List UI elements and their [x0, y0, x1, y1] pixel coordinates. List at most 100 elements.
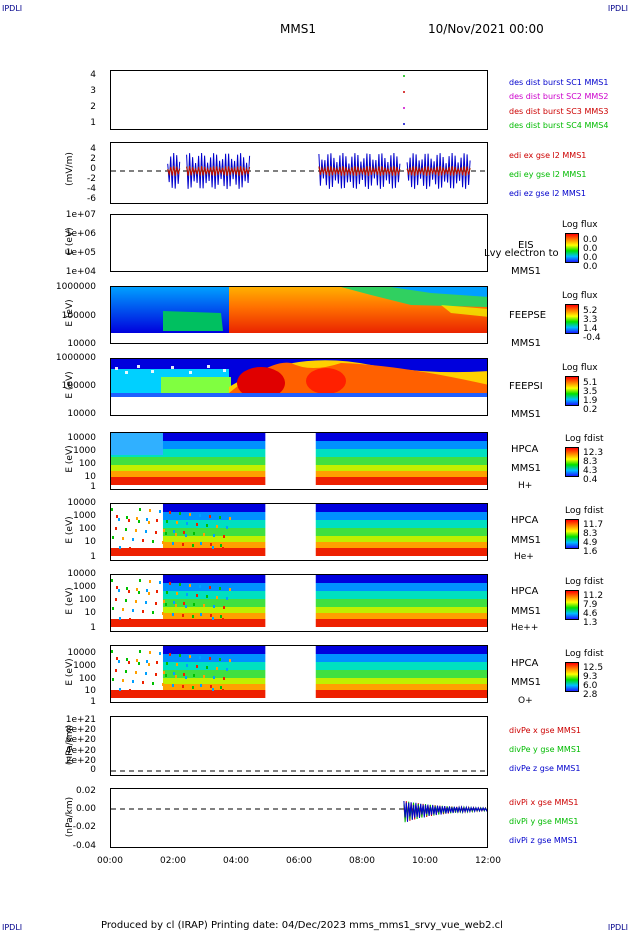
corner-label-bl: IPDLI	[2, 923, 23, 932]
hpca-speckle	[212, 617, 214, 620]
hpca-speckle	[155, 531, 157, 534]
hpca-empty-band	[111, 556, 487, 560]
hpca-speckle	[230, 545, 232, 548]
hpca-speckle	[176, 663, 178, 666]
hpca-speckle	[122, 537, 124, 540]
tick: 1	[90, 697, 96, 707]
hpca-speckle	[202, 687, 204, 690]
hpca-speckle	[132, 680, 134, 683]
colorbar-title: Log fdist	[565, 577, 604, 587]
hpca-speckle	[216, 596, 218, 599]
hpca-speckle	[118, 660, 120, 663]
species-label: H+	[518, 481, 533, 491]
hpca-speckle	[111, 508, 113, 511]
cb-value: 8.3	[583, 457, 598, 467]
legend-divpe-x: divPe x gse MMS1	[509, 726, 581, 735]
hpca-speckle	[172, 613, 174, 616]
hpca-speckle	[162, 541, 164, 544]
dist-burst-panel	[110, 70, 488, 130]
hpca-speckle	[182, 685, 184, 688]
tick: 0.02	[75, 786, 96, 796]
hpca-speckle	[145, 530, 147, 533]
legend-divpi-z: divPi z gse MMS1	[509, 836, 578, 845]
hpca-speckle	[145, 672, 147, 675]
colorbar-eis	[565, 233, 579, 263]
hpca-speckle	[192, 544, 194, 547]
hpca-speckle	[189, 584, 191, 587]
hpca-speckle	[136, 517, 138, 520]
hpca-speckle	[220, 544, 222, 547]
hpca-speckle	[212, 688, 214, 691]
hpca-speckle	[142, 681, 144, 684]
legend-divpi-y: divPi y gse MMS1	[509, 817, 579, 826]
tick: 1e+04	[65, 267, 96, 277]
hpca-speckle	[126, 587, 128, 590]
tick: 4	[90, 144, 96, 154]
hpca-speckle	[148, 663, 150, 666]
hpca-data-gap	[265, 575, 316, 631]
divpe-panel	[110, 716, 488, 776]
hpca-speckle	[219, 658, 221, 661]
hpca-speckle	[185, 676, 187, 679]
cb-value: 6.0	[583, 681, 598, 691]
hpca-sparse-region	[111, 433, 163, 455]
tick: 100	[78, 595, 96, 605]
cb-value: 3.3	[583, 315, 598, 325]
hpca-speckle	[135, 671, 137, 674]
legend-divpe-z: divPe z gse MMS1	[509, 764, 581, 773]
tick: 100	[78, 524, 96, 534]
feepsi-panel	[110, 358, 488, 416]
cb-value: 5.1	[583, 378, 598, 388]
cb-value: 4.9	[583, 538, 598, 548]
hpca-speckle	[229, 659, 231, 662]
hpca-speckle	[129, 547, 131, 550]
edi-trace	[406, 152, 471, 190]
tick: 10	[84, 608, 96, 618]
hpca-speckle	[179, 583, 181, 586]
corner-label-tr: IPDLI	[607, 4, 628, 13]
tick: 8e+20	[65, 725, 96, 735]
hpca-speckle	[156, 661, 158, 664]
hpca-speckle	[112, 536, 114, 539]
side-label: MMS1	[511, 677, 541, 688]
hpca-speckle	[166, 520, 168, 523]
hpca-speckle	[128, 519, 130, 522]
edi-trace	[186, 152, 251, 190]
hpca-speckle	[142, 610, 144, 613]
x-tick-label: 10:00	[412, 856, 438, 866]
tick: -0.02	[72, 822, 96, 832]
hpca-speckle	[169, 582, 171, 585]
hpca-empty-band	[111, 485, 487, 489]
hpca-speckle	[159, 581, 161, 584]
hpca-speckle	[196, 594, 198, 597]
hpca-speckle	[116, 515, 118, 518]
hpca-speckle	[118, 589, 120, 592]
hpca-speckle	[132, 609, 134, 612]
hpca-speckle	[155, 673, 157, 676]
hpca-empty-band	[111, 698, 487, 702]
hpca-data-gap	[265, 433, 316, 489]
hpca-speckle	[216, 525, 218, 528]
tick: 1	[90, 552, 96, 562]
side-label: MMS1	[511, 535, 541, 546]
species-label: O+	[518, 696, 533, 706]
hpca-speckle	[149, 580, 151, 583]
hpca-speckle	[183, 673, 185, 676]
tick: 1	[90, 118, 96, 128]
cb-value: 0.0	[583, 253, 598, 263]
x-tick-label: 00:00	[97, 856, 123, 866]
cb-value: 4.3	[583, 466, 598, 476]
corner-label-tl: IPDLI	[2, 4, 23, 13]
side-label: EIS	[518, 240, 534, 251]
legend-divpi-x: divPi x gse MMS1	[509, 798, 579, 807]
hpca-speckle	[176, 521, 178, 524]
hpca-speckle	[186, 593, 188, 596]
hpca-speckle	[186, 664, 188, 667]
hpca-speckle	[220, 615, 222, 618]
hpca-speckle	[155, 602, 157, 605]
hpca-speckle	[179, 512, 181, 515]
side-label: HPCA	[511, 515, 539, 526]
hpca-speckle	[206, 524, 208, 527]
hpca-speckle	[139, 508, 141, 511]
cb-value: 0.0	[583, 262, 598, 272]
